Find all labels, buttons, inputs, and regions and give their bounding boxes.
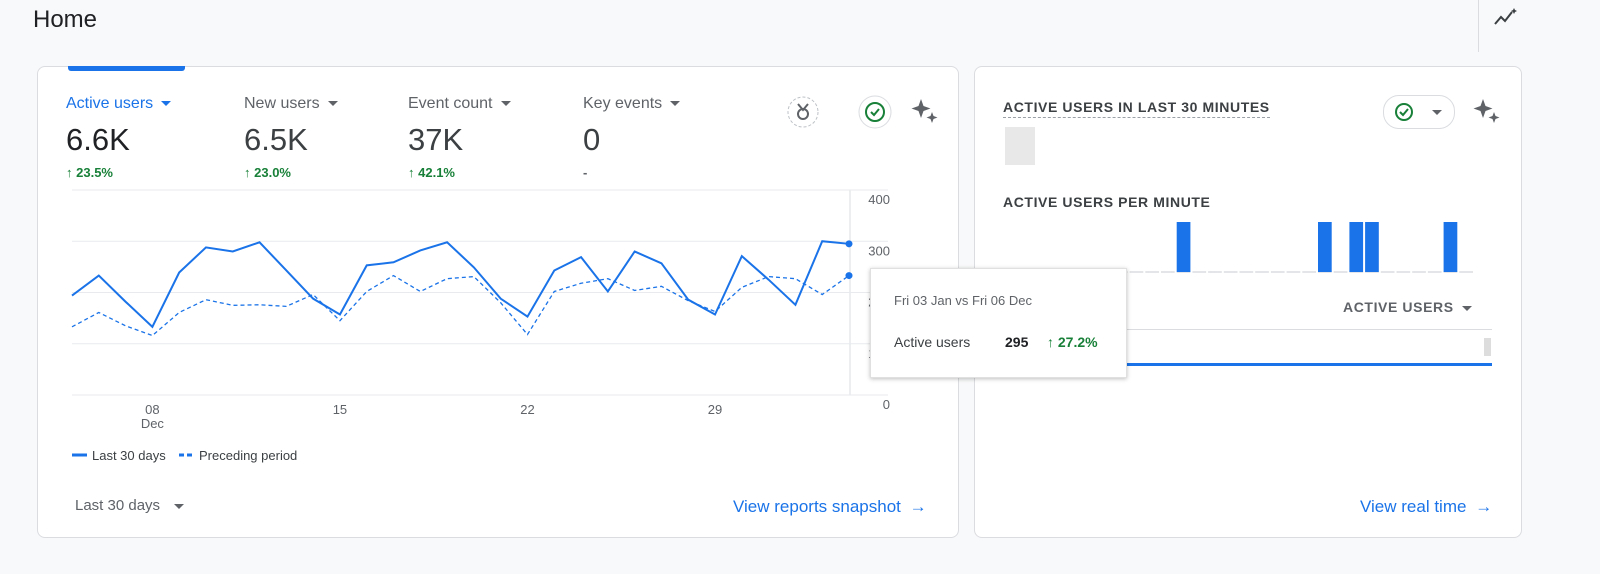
series-line bbox=[71, 274, 850, 337]
metric-label: New users bbox=[244, 95, 320, 112]
insights-icon[interactable] bbox=[1492, 6, 1520, 28]
legend-label: Preceding period bbox=[199, 448, 297, 463]
tooltip-change-text: 27.2% bbox=[1057, 334, 1098, 350]
realtime-link[interactable]: View real time → bbox=[1360, 497, 1493, 516]
legend-label: Last 30 days bbox=[92, 448, 166, 463]
table-header-text: ACTIVE USERS bbox=[1343, 299, 1454, 315]
metric-change: ↑ 23.0% bbox=[244, 165, 291, 180]
metric-value: 6.5K bbox=[244, 122, 308, 157]
bar-chart-title: ACTIVE USERS PER MINUTE bbox=[1003, 194, 1211, 210]
period-label: Last 30 days bbox=[75, 497, 161, 514]
metric-value: 37K bbox=[408, 122, 464, 157]
metric-tab[interactable]: New users bbox=[244, 95, 338, 113]
change-text: - bbox=[583, 165, 588, 180]
metric-change: - bbox=[583, 165, 587, 180]
tooltip-label: Active users bbox=[894, 334, 971, 350]
badge-icon[interactable] bbox=[786, 95, 820, 129]
divider bbox=[1478, 0, 1479, 52]
bar bbox=[1349, 222, 1364, 272]
metric-value: 6.6K bbox=[66, 122, 130, 157]
tab-indicator bbox=[68, 66, 185, 71]
bar bbox=[1176, 222, 1191, 272]
table-rule bbox=[1005, 329, 1492, 330]
tooltip-title: Fri 03 Jan vs Fri 06 Dec bbox=[894, 293, 1032, 308]
tooltip: Fri 03 Jan vs Fri 06 Dec Active users 29… bbox=[870, 268, 1127, 378]
y-tick-label: 400 bbox=[868, 192, 890, 207]
bar bbox=[1318, 222, 1332, 272]
tooltip-value: 295 bbox=[1005, 334, 1029, 350]
bar bbox=[1443, 222, 1458, 272]
change-text: 42.1% bbox=[418, 165, 455, 180]
table-bar bbox=[1005, 363, 1492, 366]
metric-change: ↑ 42.1% bbox=[408, 165, 455, 180]
change-text: 23.5% bbox=[76, 165, 113, 180]
check-icon bbox=[1395, 103, 1413, 121]
realtime-status[interactable] bbox=[1383, 95, 1455, 129]
x-month-label: Dec bbox=[141, 416, 165, 431]
y-tick-label: 300 bbox=[868, 243, 890, 258]
snapshot-link[interactable]: View reports snapshot → bbox=[733, 497, 927, 516]
table-header[interactable]: ACTIVE USERS bbox=[1343, 299, 1472, 315]
sparkle-icon[interactable] bbox=[910, 96, 940, 126]
period-selector[interactable]: Last 30 days bbox=[75, 497, 185, 514]
metric-tab[interactable]: Key events bbox=[583, 95, 681, 113]
blurred-value bbox=[1484, 338, 1491, 356]
metric-tab[interactable]: Active users bbox=[66, 95, 172, 113]
metric-tab[interactable]: Event count bbox=[408, 95, 511, 113]
overview-card bbox=[37, 66, 959, 538]
metric-label: Key events bbox=[583, 95, 663, 112]
tooltip-change: ↑ 27.2% bbox=[1047, 334, 1098, 350]
x-tick-label: 22 bbox=[520, 402, 534, 417]
realtime-count-blurred bbox=[1005, 127, 1035, 165]
realtime-title[interactable]: ACTIVE USERS IN LAST 30 MINUTES bbox=[1003, 99, 1270, 118]
change-text: 23.0% bbox=[254, 165, 291, 180]
metric-value: 0 bbox=[583, 122, 601, 157]
series-line bbox=[71, 240, 850, 329]
sparkle-icon[interactable] bbox=[1472, 96, 1502, 126]
snapshot-text: View reports snapshot bbox=[733, 497, 901, 516]
x-tick-label: 29 bbox=[708, 402, 722, 417]
check-icon[interactable] bbox=[858, 95, 892, 129]
metric-change: ↑ 23.5% bbox=[66, 165, 113, 180]
bar bbox=[1365, 222, 1379, 272]
page-title: Home bbox=[33, 6, 98, 33]
last-point bbox=[845, 272, 853, 280]
x-tick-label: 15 bbox=[333, 402, 347, 417]
realtime-link-text: View real time bbox=[1360, 497, 1467, 516]
metric-label: Active users bbox=[66, 95, 154, 112]
x-tick-label: 08 bbox=[145, 402, 159, 417]
metric-label: Event count bbox=[408, 95, 493, 112]
y-tick-label: 0 bbox=[883, 397, 890, 412]
last-point bbox=[845, 240, 853, 248]
